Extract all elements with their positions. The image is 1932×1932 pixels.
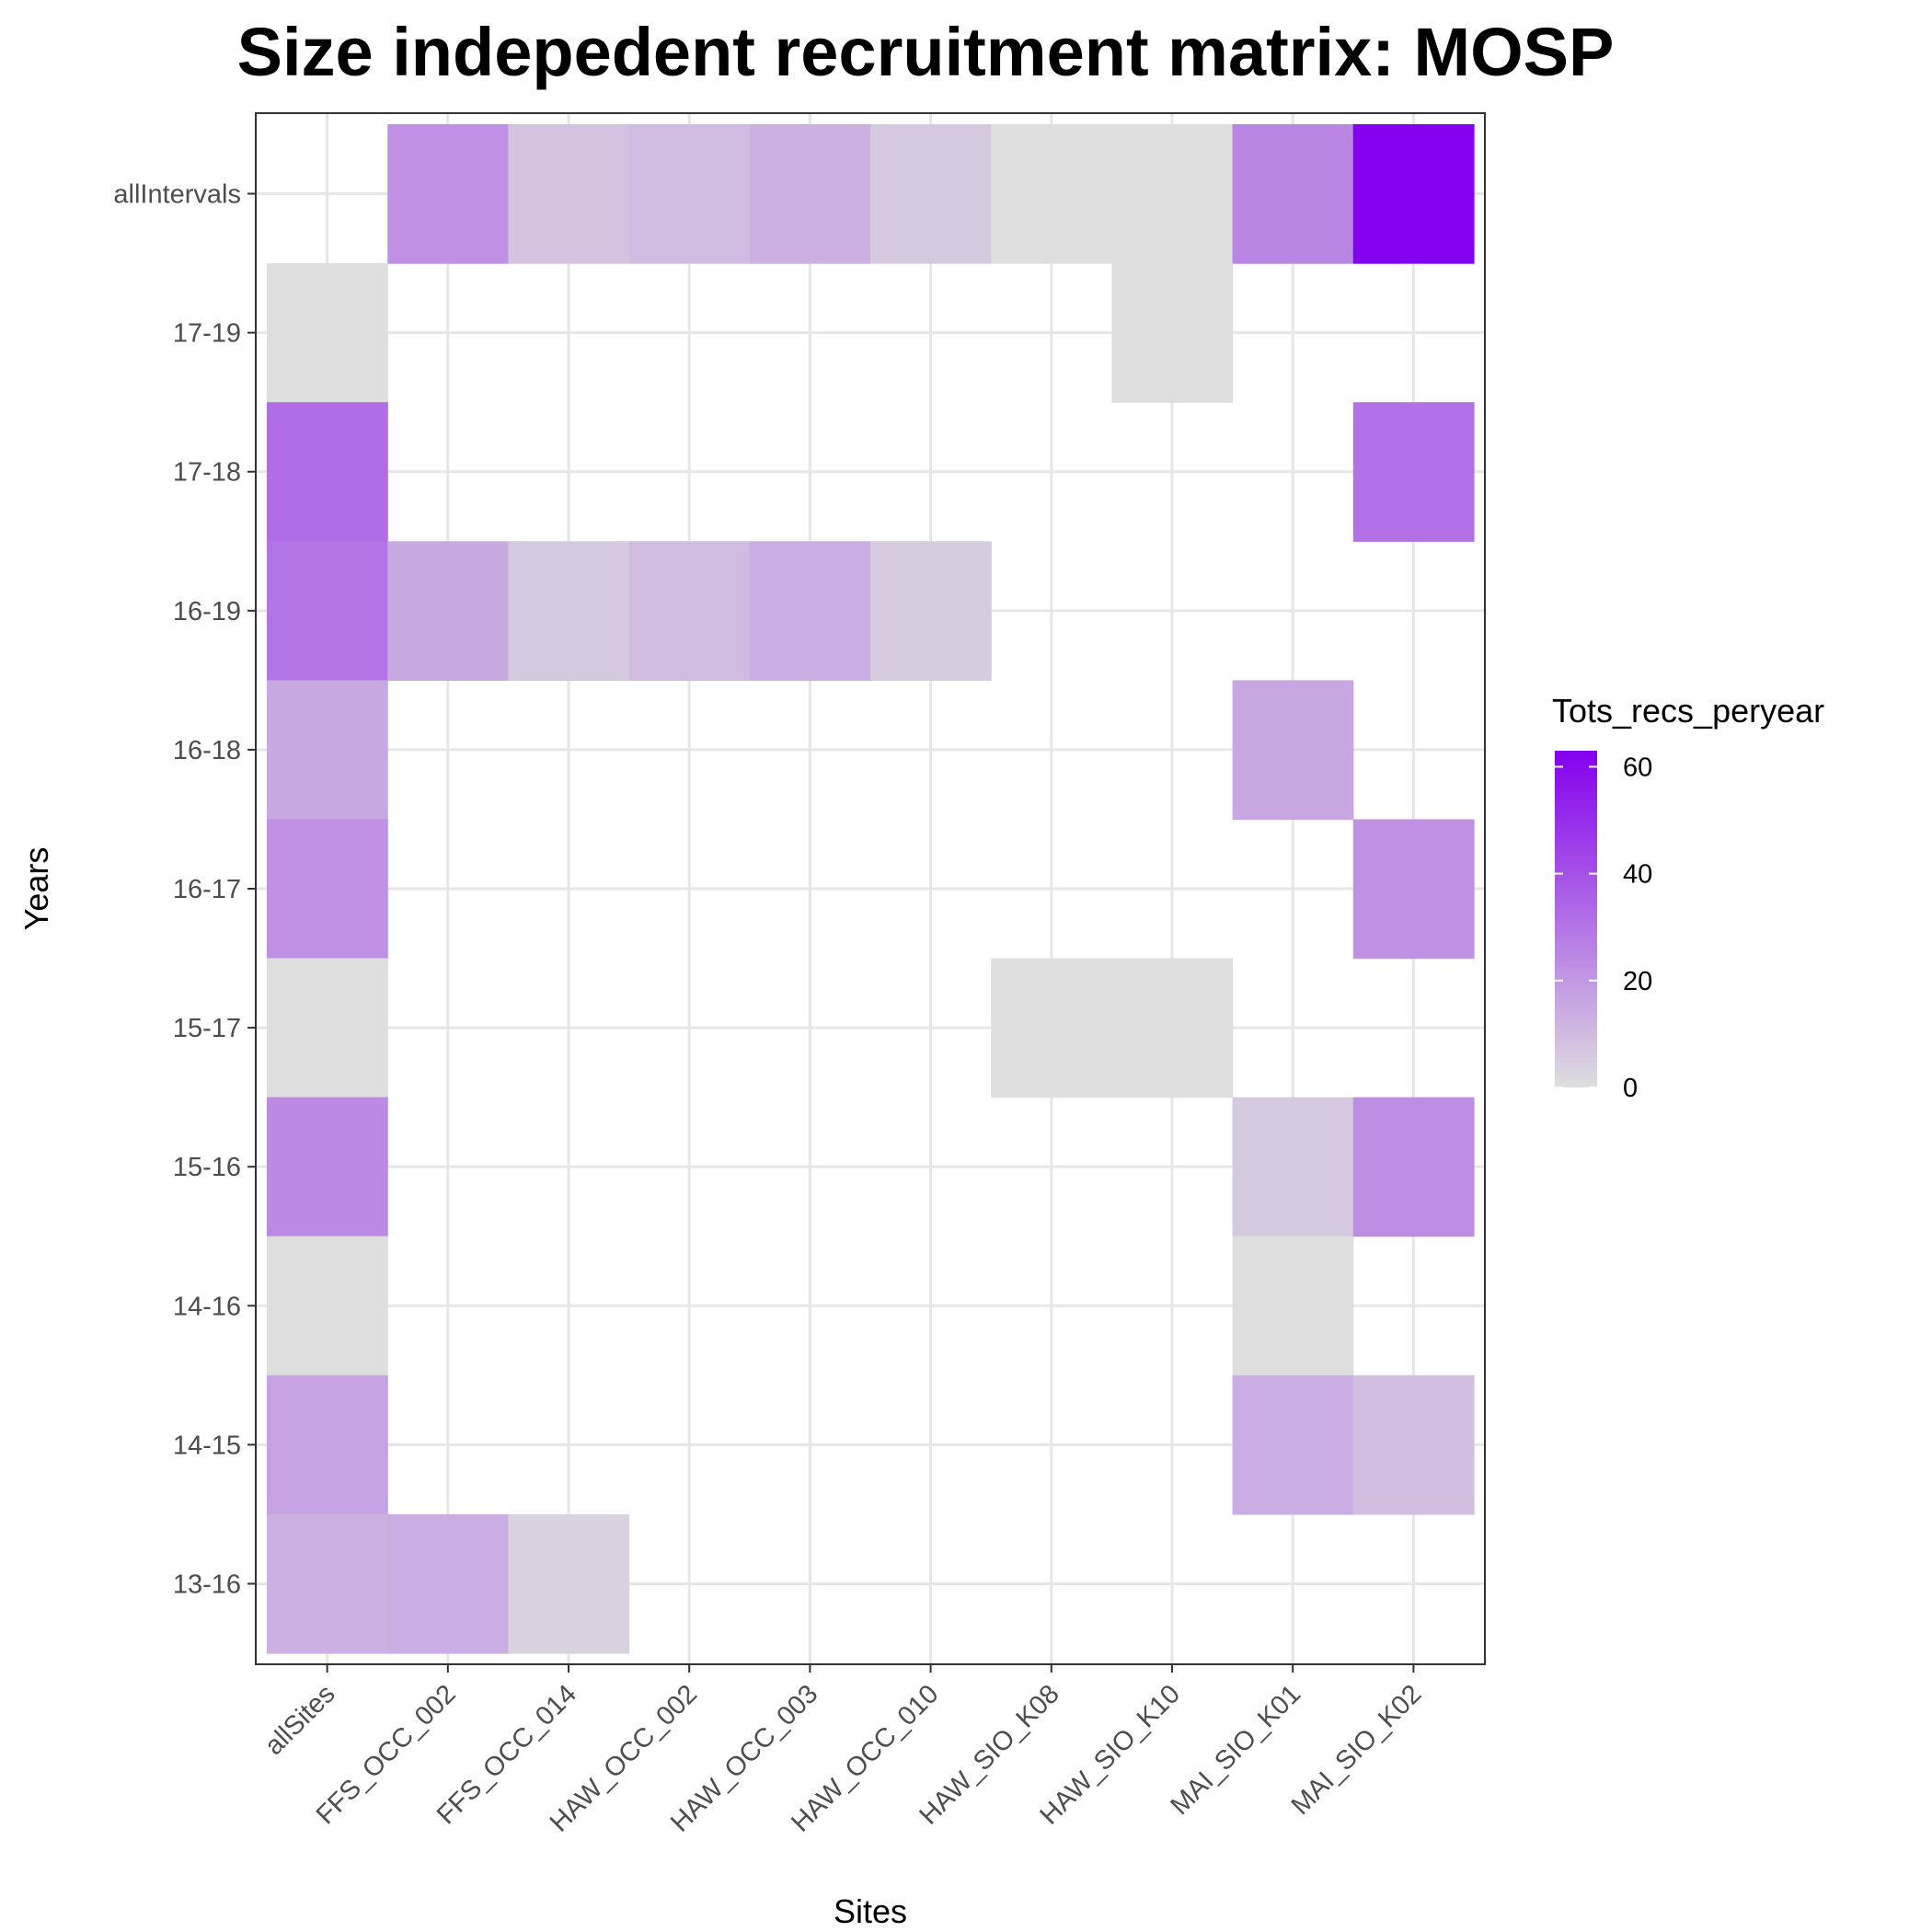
heatmap-cell [387,541,509,681]
heatmap-cell [991,124,1112,264]
legend-tick-label: 60 [1623,753,1652,782]
y-tick-label: 13-16 [173,1570,241,1599]
heatmap-cell [508,1513,630,1654]
legend-ticks: 0 20 40 60 [1555,753,1652,1103]
y-tick-label: 17-19 [173,319,241,349]
y-tick-label: 16-17 [173,875,241,904]
heatmap-cell [1352,1097,1475,1237]
heatmap-cell [267,680,388,821]
y-tick-label: allIntervals [113,180,241,210]
heatmap-cell [749,541,871,681]
heatmap-cell [1232,1097,1354,1237]
heatmap-cell [749,124,871,264]
y-axis: allIntervals 17-19 17-18 16-19 16-18 16-17 15-… [113,180,256,1599]
heatmap-cell [508,124,630,264]
legend-title: Tots_recs_peryear [1552,692,1824,730]
heatmap-cell [267,1097,388,1237]
y-tick-label: 16-18 [173,736,241,765]
legend-colorbar [1555,751,1597,1087]
heatmap-cell [1352,402,1475,542]
legend-tick-label: 40 [1623,860,1652,890]
heatmap-cell [1232,680,1354,821]
heatmap-cell [1111,958,1234,1098]
y-tick-label: 15-16 [173,1153,241,1182]
heatmap-cell [267,1374,388,1515]
legend-tick-label: 20 [1623,967,1652,996]
heatmap-cell [870,541,992,681]
x-tick-label: MAI_SIO_K02 [1286,1679,1428,1821]
chart-title: Size indepedent recruitment matrix: MOSP [237,14,1615,90]
heatmap-cell [267,958,388,1098]
heatmap-cell [1232,1374,1354,1515]
heatmap-cell [267,263,388,403]
heatmap-cell [387,1513,509,1654]
heatmap-cell [628,541,751,681]
y-tick-label: 14-16 [173,1292,241,1321]
heatmap-cell [628,124,751,264]
heatmap-cell [267,541,388,681]
y-axis-title: Years [17,847,55,931]
heatmap-cell [1232,1236,1354,1376]
heatmap-cell [267,1513,388,1654]
y-tick-label: 16-19 [173,597,241,627]
heatmap-cell [1352,1374,1475,1515]
heatmap-cell [1352,819,1475,960]
heatmap-cell [870,124,992,264]
heatmap-cells [267,124,1475,1654]
heatmap-cell [991,958,1112,1098]
heatmap-cell [1111,124,1234,264]
y-tick-label: 14-15 [173,1431,241,1460]
heatmap-cell [267,402,388,542]
x-axis-title: Sites [834,1892,907,1930]
y-tick-label: 15-17 [173,1014,241,1043]
heatmap-cell [267,819,388,960]
heatmap-cell [1352,124,1475,264]
heatmap-cell [508,541,630,681]
x-tick-label: allSites [259,1679,341,1761]
legend-tick-label: 0 [1623,1074,1638,1103]
heatmap-cell [1232,124,1354,264]
heatmap-cell [387,124,509,264]
heatmap-cell [1111,263,1234,403]
legend: Tots_recs_peryear 0 20 40 60 [1552,692,1824,1103]
heatmap-cell [267,1236,388,1376]
y-tick-label: 17-18 [173,458,241,488]
x-axis: allSitesFFS_OCC_002FFS_OCC_014HAW_OCC_00… [259,1664,1428,1838]
